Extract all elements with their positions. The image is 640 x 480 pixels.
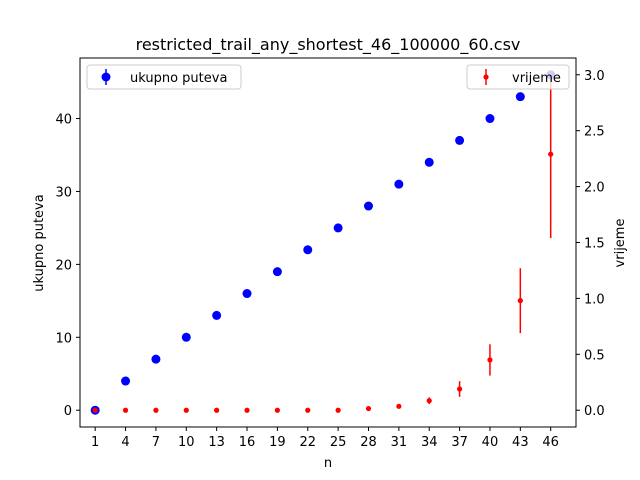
y-right-tick-label: 1.5 xyxy=(584,237,605,252)
y-right-tick-label: 0.5 xyxy=(584,348,605,363)
x-tick-label: 10 xyxy=(178,435,195,450)
legend-right-marker xyxy=(483,74,489,80)
data-point xyxy=(335,407,341,413)
x-tick-label: 25 xyxy=(330,435,347,450)
y-right-tick-label: 1.0 xyxy=(584,292,605,307)
data-point xyxy=(151,354,161,364)
y-right-tick-label: 2.0 xyxy=(584,181,605,196)
series-vrijeme xyxy=(92,70,554,413)
axes-frame xyxy=(79,57,577,428)
y-right-tick-label: 3.0 xyxy=(584,69,605,84)
data-point xyxy=(363,201,373,211)
y-left-tick-label: 10 xyxy=(55,331,72,346)
data-point xyxy=(272,267,282,277)
data-point xyxy=(515,92,525,102)
x-tick-label: 7 xyxy=(152,435,160,450)
legend-left-box xyxy=(86,64,242,90)
y-left-tick-label: 20 xyxy=(55,258,72,273)
y-right-tick-label: 2.5 xyxy=(584,125,605,140)
data-point xyxy=(274,407,280,413)
y-left-tick-label: 40 xyxy=(55,113,72,128)
legend-right-label: vrijeme xyxy=(512,71,561,86)
data-point xyxy=(333,223,343,233)
y-left-tick-label: 0 xyxy=(64,404,72,419)
data-point xyxy=(183,407,189,413)
x-tick-label: 43 xyxy=(512,435,529,450)
chart-title: restricted_trail_any_shortest_46_100000_… xyxy=(136,35,521,55)
x-tick-label: 37 xyxy=(451,435,468,450)
data-point xyxy=(487,357,493,363)
y-axis-left-label: ukupno puteva xyxy=(32,194,47,291)
data-point xyxy=(244,407,250,413)
x-tick-label: 13 xyxy=(208,435,225,450)
data-point xyxy=(181,332,191,342)
legend-right-box xyxy=(466,64,570,90)
data-point xyxy=(548,151,554,157)
legend-right: vrijeme xyxy=(466,64,570,90)
data-point xyxy=(212,310,222,320)
data-point xyxy=(305,407,311,413)
x-tick-label: 19 xyxy=(269,435,286,450)
data-point xyxy=(456,386,463,392)
data-point xyxy=(303,245,313,255)
x-tick-label: 4 xyxy=(121,435,129,450)
x-tick-label: 22 xyxy=(299,435,316,450)
plot-area xyxy=(90,70,556,415)
legend-left-marker xyxy=(101,72,111,82)
data-point xyxy=(396,403,402,409)
x-tick-label: 40 xyxy=(482,435,499,450)
legend-left: ukupno puteva xyxy=(86,64,242,90)
data-point xyxy=(394,179,404,189)
y-right-tick-label: 0.0 xyxy=(584,404,605,419)
axes: 1 4 7 10 13 16 19 22 25 28 31 34 37 40 43 46 0 10 20 30 40 0.… xyxy=(55,57,605,450)
x-tick-label: 31 xyxy=(391,435,408,450)
data-point xyxy=(242,289,252,299)
data-point xyxy=(517,298,523,304)
series-ukupno-puteva xyxy=(90,70,556,415)
data-point xyxy=(121,376,131,386)
data-point xyxy=(365,405,372,412)
x-tick-label: 1 xyxy=(91,435,99,450)
data-point xyxy=(424,157,434,167)
data-point xyxy=(153,407,159,413)
x-tick-label: 16 xyxy=(239,435,256,450)
data-point xyxy=(455,135,465,145)
x-tick-label: 34 xyxy=(421,435,438,450)
legends: ukupno puteva vrijeme xyxy=(86,64,570,90)
y-axis-right-label: vrijeme xyxy=(613,219,628,268)
x-tick-label: 28 xyxy=(360,435,377,450)
data-point xyxy=(122,407,129,413)
x-axis-label: n xyxy=(324,456,332,471)
data-point xyxy=(426,398,432,404)
y-left-tick-label: 30 xyxy=(55,185,72,200)
data-point xyxy=(92,407,98,413)
legend-left-label: ukupno puteva xyxy=(130,71,227,86)
data-point xyxy=(214,407,220,413)
x-tick-label: 46 xyxy=(542,435,559,450)
data-point xyxy=(485,114,495,124)
